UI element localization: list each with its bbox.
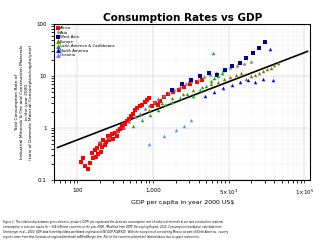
Text: Figure 1. The relationship between gross domestic product (GDP) per capita and t: Figure 1. The relationship between gross…	[3, 220, 228, 239]
Legend: Africa, Asia, West Asia, Europe, Latin America & Caribbeans, North America, Ocea: Africa, Asia, West Asia, Europe, Latin A…	[56, 25, 115, 58]
Title: Consumption Rates vs GDP: Consumption Rates vs GDP	[103, 13, 262, 23]
X-axis label: GDP per capita in year 2000 US$: GDP per capita in year 2000 US$	[131, 200, 234, 205]
Y-axis label: Total Consumption Rate of
Industrial Minerals & Ore and Construction Materials
i: Total Consumption Rate of Industrial Min…	[15, 44, 34, 160]
